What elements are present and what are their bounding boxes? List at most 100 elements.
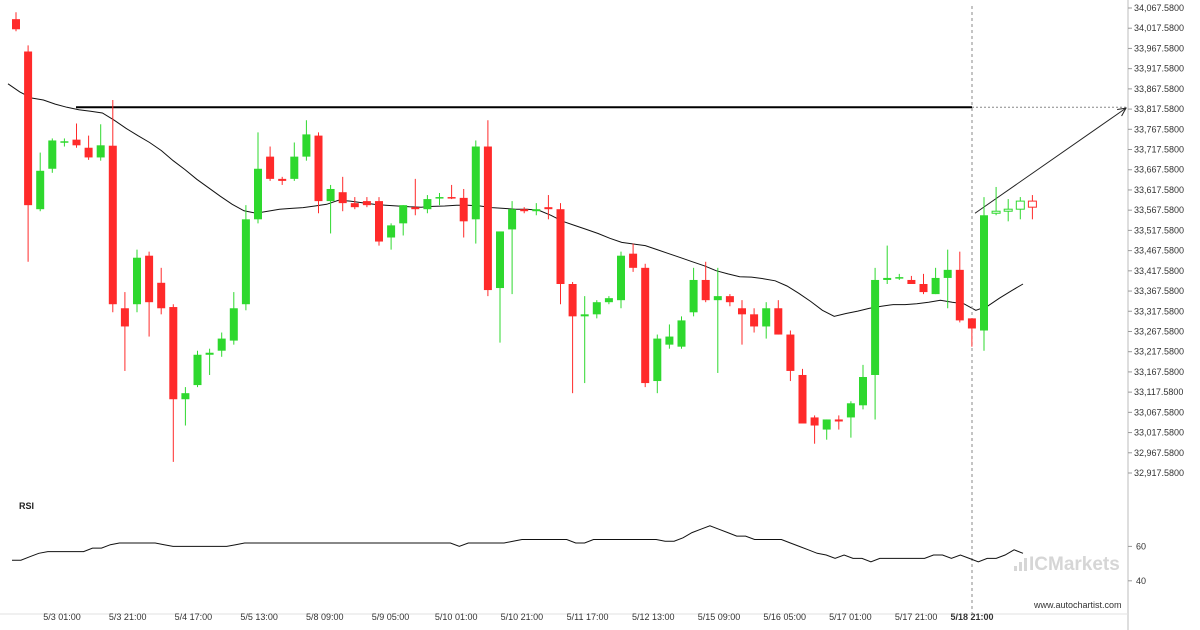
candle-body	[290, 156, 299, 179]
candle	[713, 267, 722, 373]
y-tick-label: 33,767.5800	[1134, 124, 1184, 134]
candle	[459, 188, 468, 238]
candle-body	[798, 374, 807, 424]
candle-body	[48, 140, 57, 169]
candle-body	[362, 201, 371, 206]
candle-body	[471, 146, 480, 220]
candle-body	[314, 135, 323, 202]
x-tick-label: 5/15 09:00	[698, 612, 741, 622]
y-tick-label: 33,017.5800	[1134, 428, 1184, 438]
x-tick-label: 5/3 01:00	[43, 612, 81, 622]
candle	[350, 197, 359, 210]
candle-body	[677, 320, 686, 347]
candle-body	[181, 393, 190, 400]
rsi-panel: RSI 60 40	[12, 501, 1146, 586]
candle-body	[84, 147, 93, 158]
candle	[1027, 195, 1037, 220]
candle	[967, 318, 976, 347]
candle-body	[1027, 200, 1037, 208]
candle	[883, 245, 892, 284]
candle-body	[12, 19, 20, 30]
x-tick-label: 5/18 21:00	[950, 612, 993, 622]
candle	[834, 415, 843, 430]
y-tick-label: 33,717.5800	[1134, 145, 1184, 155]
candle	[774, 300, 783, 335]
candle-body	[157, 282, 166, 309]
candle-body	[738, 308, 746, 315]
candle	[786, 330, 795, 382]
candle	[447, 184, 456, 200]
y-tick-label: 33,317.5800	[1134, 306, 1184, 316]
candle-body	[967, 318, 976, 329]
candle-body	[435, 197, 444, 199]
candle	[278, 176, 287, 185]
rsi-tick-label: 40	[1136, 576, 1146, 586]
candle-body	[617, 255, 625, 301]
candle	[145, 251, 154, 337]
y-tick-label: 33,867.5800	[1134, 84, 1184, 94]
projection-arrowhead	[1117, 107, 1127, 117]
x-tick-label: 5/9 05:00	[372, 612, 410, 622]
candle	[931, 267, 940, 295]
candle	[871, 267, 880, 420]
candle	[241, 205, 250, 311]
x-tick-label: 5/16 05:00	[763, 612, 806, 622]
candle	[290, 142, 299, 181]
candle	[266, 146, 275, 181]
rsi-label: RSI	[19, 501, 34, 511]
y-tick-label: 33,367.5800	[1134, 286, 1184, 296]
y-tick-label: 33,817.5800	[1134, 104, 1184, 114]
candle-body	[544, 207, 553, 210]
candle-body	[701, 279, 710, 301]
candle-body	[399, 205, 408, 224]
moving-average	[7, 83, 1024, 317]
candle-body	[883, 277, 892, 280]
candle-body	[1003, 208, 1013, 212]
candle-body	[217, 338, 226, 351]
rsi-tick-label: 60	[1136, 541, 1146, 551]
x-tick-label: 5/17 21:00	[895, 612, 938, 622]
candle-body	[96, 145, 105, 158]
candle-body	[205, 352, 214, 355]
candle	[84, 135, 93, 160]
candle-body	[375, 201, 383, 242]
candle	[895, 273, 904, 280]
candle-body	[532, 209, 541, 212]
candle-body	[629, 253, 638, 268]
candle-body	[907, 279, 916, 284]
y-tick-label: 32,967.5800	[1134, 448, 1184, 458]
candle-body	[36, 170, 45, 210]
candle-body	[508, 209, 517, 230]
candle-body	[931, 277, 940, 295]
candle	[762, 302, 771, 339]
candle-body	[859, 376, 867, 406]
y-tick-label: 33,917.5800	[1134, 64, 1184, 74]
candle-body	[786, 334, 795, 371]
rsi-line	[12, 525, 1024, 563]
candle	[907, 275, 916, 284]
watermark-bars-icon	[1014, 558, 1027, 571]
y-tick-label: 33,617.5800	[1134, 185, 1184, 195]
candle	[72, 123, 81, 148]
candle-body	[895, 277, 904, 279]
candle	[991, 186, 1001, 216]
candle	[399, 205, 408, 236]
candle	[544, 195, 553, 220]
candle	[423, 195, 432, 214]
candle	[96, 124, 105, 161]
candle	[338, 176, 347, 212]
candle-body	[980, 215, 988, 331]
x-tick-label: 5/10 21:00	[501, 612, 544, 622]
candle-body	[641, 267, 650, 384]
x-tick-label: 5/17 01:00	[829, 612, 872, 622]
y-tick-label: 33,067.5800	[1134, 407, 1184, 417]
y-tick-label: 33,417.5800	[1134, 266, 1184, 276]
y-tick-label: 33,267.5800	[1134, 326, 1184, 336]
candle-body	[302, 134, 311, 157]
candle	[750, 308, 759, 333]
candle-body	[120, 308, 129, 327]
candle-body	[193, 354, 202, 386]
candle	[435, 193, 444, 206]
candle-body	[459, 197, 468, 222]
candle	[181, 387, 190, 426]
